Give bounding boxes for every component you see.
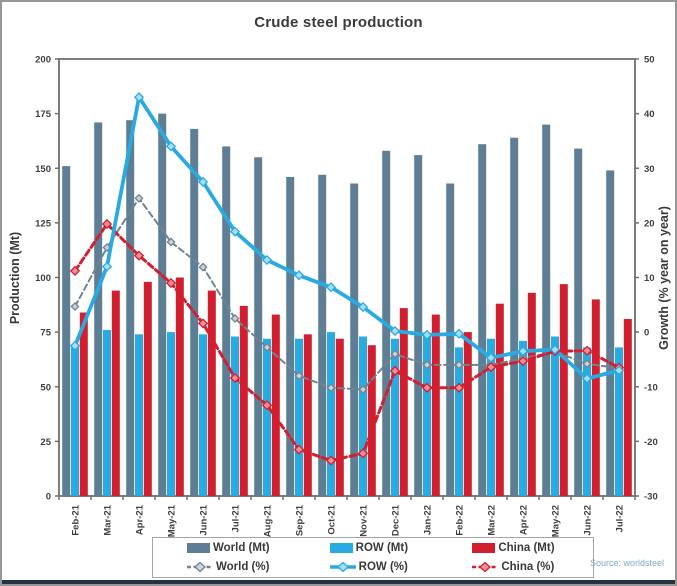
svg-text:Mar-21: Mar-21 [103,504,114,535]
line-series [69,92,625,466]
svg-text:Jul-21: Jul-21 [231,504,242,532]
svg-text:Nov-21: Nov-21 [359,504,370,536]
world-pct-line-icon [187,561,213,573]
svg-text:Apr-22: Apr-22 [519,505,530,535]
legend-item-world-mt: World (Mt) [159,542,302,554]
left-axis-title: Production (Mt) [8,232,22,324]
svg-text:May-22: May-22 [551,505,562,537]
svg-text:100: 100 [35,273,51,284]
right-axis-title: Growth (% year on year) [657,206,671,350]
svg-text:200: 200 [35,55,51,66]
svg-text:Jun-22: Jun-22 [583,505,594,536]
legend-item-row-mt: ROW (Mt) [302,542,445,554]
svg-text:0: 0 [644,328,649,339]
svg-text:Jun-21: Jun-21 [199,504,210,535]
svg-text:30: 30 [644,164,655,175]
china-mt-swatch-icon [472,543,496,554]
svg-text:150: 150 [35,164,51,175]
svg-text:-20: -20 [644,437,658,448]
svg-text:50: 50 [40,382,51,393]
row-pct-line-icon [329,561,356,573]
svg-text:-10: -10 [644,382,658,393]
source-attribution: Source: worldsteel [589,558,664,568]
row-mt-swatch-icon [329,543,353,554]
svg-text:Dec-21: Dec-21 [391,504,402,536]
svg-text:Apr-21: Apr-21 [135,504,146,535]
svg-text:Oct-21: Oct-21 [327,504,338,534]
svg-text:10: 10 [644,273,655,284]
svg-text:20: 20 [644,218,655,229]
svg-text:Feb-22: Feb-22 [455,505,466,536]
axis-ticks: 0 25 50 75 100 125 150 175 200 -30 -20 -10 0 10 20 30 40… [35,55,658,538]
legend-item-china-pct: China (%) [444,561,587,573]
svg-text:175: 175 [35,109,52,120]
svg-text:Sep-21: Sep-21 [295,504,306,536]
svg-text:40: 40 [644,109,655,120]
svg-text:Jan-22: Jan-22 [423,505,434,535]
legend-item-world-pct: World (%) [159,561,302,573]
svg-text:50: 50 [644,55,655,66]
bottom-edge-bar [2,580,675,584]
legend-item-row-pct: ROW (%) [302,561,445,573]
svg-text:Jul-22: Jul-22 [615,505,626,532]
chart-legend: World (Mt) ROW (Mt) China (Mt) World (%)… [152,537,594,578]
china-pct-line-icon [472,561,499,573]
svg-text:Aug-21: Aug-21 [263,504,274,537]
svg-text:25: 25 [40,437,51,448]
svg-text:125: 125 [35,218,52,229]
svg-text:-30: -30 [644,492,658,503]
svg-text:Mar-22: Mar-22 [487,505,498,536]
bar-series [62,113,632,497]
world-mt-swatch-icon [187,543,210,554]
legend-item-china-mt: China (Mt) [444,542,587,554]
svg-text:75: 75 [40,328,51,339]
svg-text:0: 0 [46,492,51,503]
svg-text:Feb-21: Feb-21 [71,504,82,535]
svg-text:May-21: May-21 [167,504,178,537]
chart-title: Crude steel production [254,14,423,31]
